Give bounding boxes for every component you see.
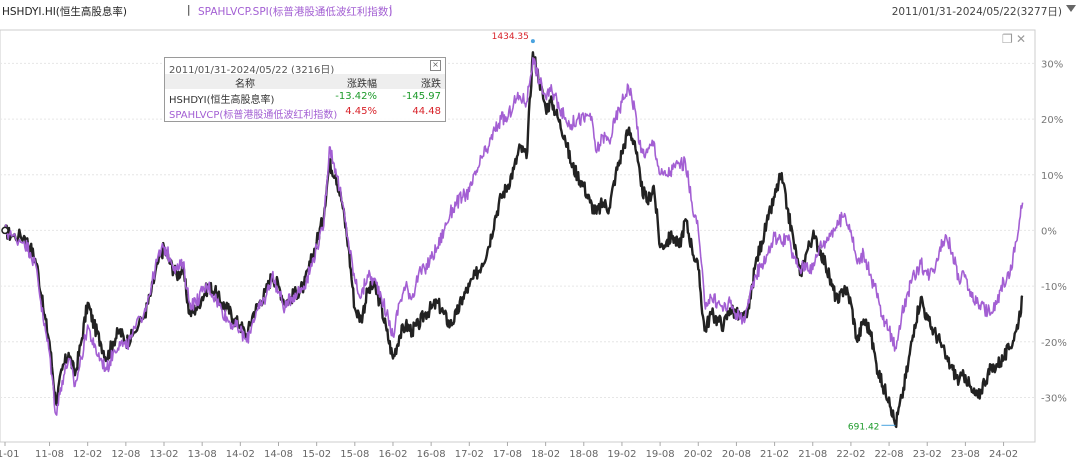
row-series-name: HSHDYI(恒生高股息率)	[169, 95, 275, 106]
x-tick-label: 13-08	[188, 449, 217, 460]
series1-header-label[interactable]: HSHDYI.HI(恒生高股息率)	[2, 6, 127, 18]
row-chg-value: 44.48	[412, 106, 441, 117]
close-chart-icon[interactable]: ✕	[1016, 32, 1027, 46]
y-tick-label: -20%	[1041, 338, 1067, 349]
restore-icon[interactable]: ❐	[1002, 32, 1013, 46]
chart-header: HSHDYI.HI(恒生高股息率) | SPAHLVCP.SPI(标普港股通低波…	[0, 0, 1080, 22]
x-tick-label: 21-02	[760, 449, 789, 460]
date-range-label[interactable]: 2011/01/31-2024/05/22(3277日)	[891, 6, 1062, 18]
x-tick-label: 16-02	[378, 449, 407, 460]
x-tick-label: 11-08	[35, 449, 64, 460]
header-separator: |	[389, 4, 393, 16]
x-tick-label: 14-08	[264, 449, 293, 460]
annotation-label: 691.42	[848, 422, 880, 432]
y-tick-label: -30%	[1041, 393, 1067, 404]
x-tick-label: 19-02	[607, 449, 636, 460]
annotation-marker	[530, 39, 535, 44]
y-tick-label: 0%	[1041, 226, 1057, 237]
annotation-label: 1434.35	[492, 32, 529, 42]
x-tick-label: 15-08	[340, 449, 369, 460]
x-tick-label: 12-02	[73, 449, 102, 460]
y-tick-label: -10%	[1041, 282, 1067, 293]
window-controls: ❐ ✕	[1002, 33, 1028, 45]
row-pct-value: 4.45%	[345, 106, 377, 117]
start-marker	[1, 226, 9, 235]
y-tick-label: 30%	[1041, 59, 1063, 70]
x-tick-label: 22-02	[836, 449, 865, 460]
x-tick-label: 24-02	[989, 449, 1018, 460]
series2-header-label[interactable]: SPAHLVCP.SPI(标普港股通低波红利指数)	[198, 6, 393, 18]
interval-stats-header: 名称 涨跌幅 涨跌	[165, 74, 445, 90]
row-pct-value: -13.42%	[335, 91, 377, 102]
x-tick-label: 17-08	[493, 449, 522, 460]
x-tick-label: 16-08	[417, 449, 446, 460]
y-tick-label: 10%	[1041, 171, 1063, 182]
row-chg-value: -145.97	[402, 91, 441, 102]
close-icon[interactable]: ×	[430, 60, 441, 71]
x-tick-label: 21-08	[798, 449, 827, 460]
x-tick-label: 23-08	[951, 449, 980, 460]
series-line	[4, 57, 1024, 416]
x-tick-label: 15-02	[302, 449, 331, 460]
x-tick-label: 19-08	[646, 449, 675, 460]
x-tick-label: 18-08	[569, 449, 598, 460]
x-tick-label: 13-02	[149, 449, 178, 460]
x-tick-label: 23-02	[913, 449, 942, 460]
col-pct-header: 涨跌幅	[347, 79, 377, 90]
x-tick-label: 17-02	[455, 449, 484, 460]
x-tick-label: 18-02	[531, 449, 560, 460]
interval-stats-row[interactable]: HSHDYI(恒生高股息率) -13.42% -145.97	[165, 90, 445, 106]
interval-stats-title: 2011/01/31-2024/05/22 (3216日)	[169, 65, 335, 76]
x-tick-label: 20-08	[722, 449, 751, 460]
x-tick-label: 11-01	[0, 449, 20, 460]
y-tick-label: 20%	[1041, 115, 1063, 126]
col-name-header: 名称	[235, 79, 255, 90]
interval-stats-box: 2011/01/31-2024/05/22 (3216日) × 名称 涨跌幅 涨…	[164, 57, 446, 122]
col-chg-header: 涨跌	[421, 79, 441, 90]
x-tick-label: 20-02	[684, 449, 713, 460]
x-tick-label: 22-08	[875, 449, 904, 460]
range-dropdown-icon[interactable]	[1066, 5, 1076, 12]
x-tick-label: 14-02	[226, 449, 255, 460]
line-chart[interactable]: 30% 20% 10% 0% -10% -20% -30% 11-01 11-08 12-02 12…	[0, 22, 1080, 461]
header-separator: |	[187, 4, 191, 16]
interval-stats-row[interactable]: SPAHLVCP(标普港股通低波红利指数) 4.45% 44.48	[165, 105, 445, 121]
x-tick-label: 12-08	[111, 449, 140, 460]
row-series-name: SPAHLVCP(标普港股通低波红利指数)	[169, 110, 338, 121]
